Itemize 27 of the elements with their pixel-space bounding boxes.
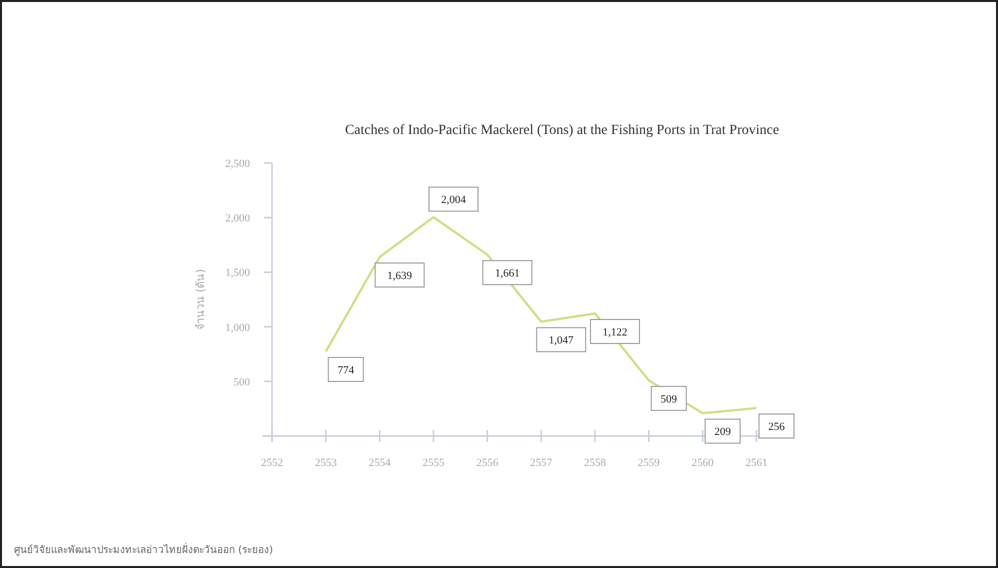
x-tick-label: 2559 xyxy=(638,457,660,469)
x-tick-label: 2556 xyxy=(476,457,499,469)
y-tick-label: 2,500 xyxy=(225,158,250,170)
x-tick-label: 2561 xyxy=(745,457,768,469)
y-tick-label: 1,000 xyxy=(225,322,250,334)
x-tick-label: 2555 xyxy=(422,457,445,469)
y-tick-label: 500 xyxy=(234,376,250,388)
data-label: 1,639 xyxy=(387,270,413,282)
chart-title: Catches of Indo-Pacific Mackerel (Tons) at the Fishing Ports in Trat Province xyxy=(344,123,780,138)
data-label: 1,047 xyxy=(548,334,574,347)
data-label: 1,661 xyxy=(494,268,520,280)
y-axis-title: จำนวน (ตัน) xyxy=(194,268,207,330)
x-tick-label: 2554 xyxy=(368,457,392,469)
data-label: 256 xyxy=(768,421,786,434)
x-tick-label: 2553 xyxy=(314,457,338,469)
x-tick-label: 2560 xyxy=(692,457,714,469)
text: ศูนย์วิจัยและพัฒนาประมงทะเลอ่าวไทยฝั่งตะวันออก (ระยอง) xyxy=(14,542,274,556)
x-tick-label: 2558 xyxy=(584,457,606,469)
data-label: 209 xyxy=(714,426,732,438)
data-label: 774 xyxy=(338,364,355,376)
y-tick-label: 2,000 xyxy=(225,212,250,225)
x-tick-label: 2557 xyxy=(530,457,553,469)
data-label: 2,004 xyxy=(441,194,466,206)
data-label: 509 xyxy=(660,393,678,406)
x-tick-label: 2552 xyxy=(261,457,283,469)
data-label: 1,122 xyxy=(602,326,628,338)
y-tick-label: 1,500 xyxy=(225,267,250,280)
